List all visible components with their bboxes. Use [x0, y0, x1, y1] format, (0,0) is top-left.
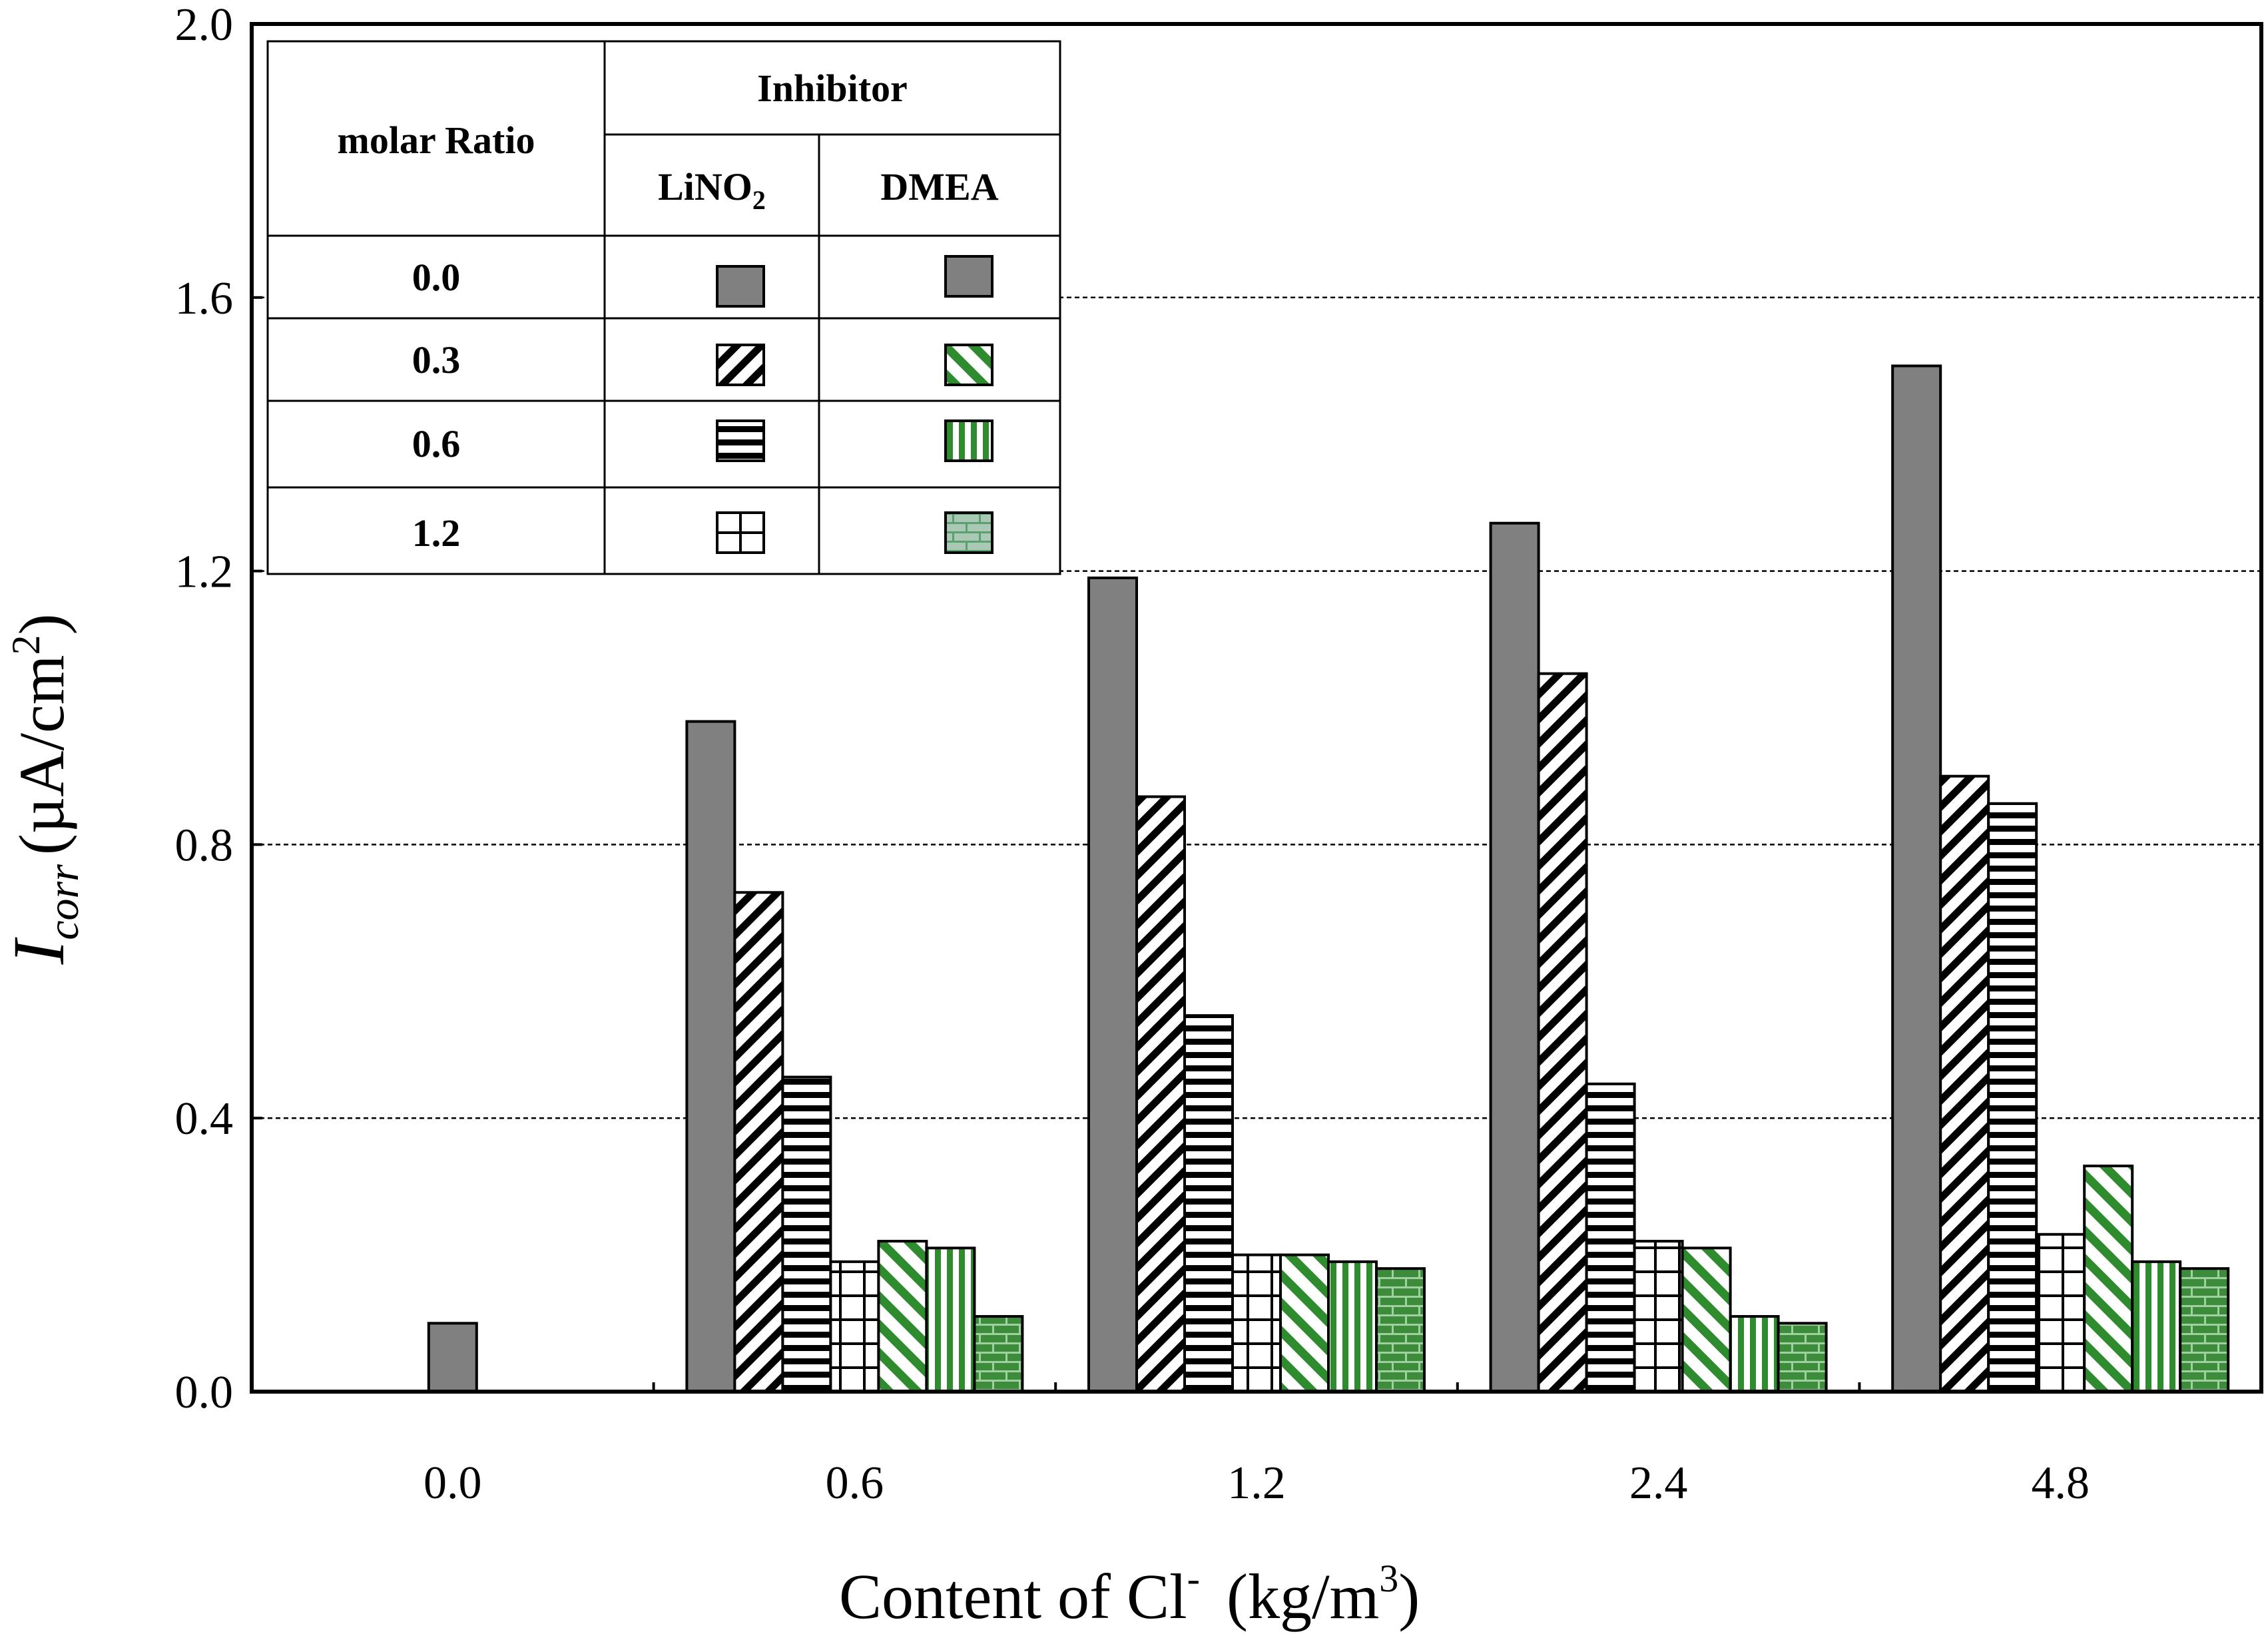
x-tick-label: 1.2	[1227, 1458, 1286, 1509]
bar	[1891, 364, 1942, 1393]
legend-swatch-brick-green	[944, 511, 993, 554]
y-tick-label: 2.0	[175, 0, 234, 51]
axes	[250, 22, 2263, 1394]
bar	[1231, 1253, 1282, 1393]
bar	[733, 891, 784, 1394]
bar	[1729, 1315, 1780, 1394]
bar	[1777, 1322, 1828, 1394]
y-tick-label: 0.4	[175, 1093, 234, 1145]
bar	[1375, 1267, 1426, 1394]
legend-swatch-grid-black	[716, 511, 765, 554]
legend-swatch-diag-black	[716, 344, 765, 386]
bar	[1183, 1014, 1234, 1393]
bar	[1939, 774, 1990, 1393]
y-tick-label: 0.8	[175, 820, 234, 871]
y-ticks: 0.0 0.4 0.8 1.2 1.6 2.0	[175, 0, 262, 1418]
x-tick-label: 4.8	[2031, 1458, 2090, 1509]
bar	[1279, 1253, 1330, 1393]
bar	[1135, 795, 1186, 1393]
legend-row-label: 0.0	[412, 256, 461, 299]
legend-table: molar Ratio Inhibitor LiNO2 DMEA 0.0 0.3…	[266, 40, 1061, 575]
x-tick-label: 2.4	[1629, 1458, 1688, 1509]
x-ticks: 0.0 0.6 1.2 2.4 4.8	[424, 1458, 2090, 1509]
bar	[2035, 1232, 2086, 1394]
bar	[1681, 1246, 1732, 1393]
legend-col-linoo2: LiNO2	[658, 165, 766, 215]
legend-header-inhibitor: Inhibitor	[757, 67, 908, 110]
bar	[1987, 802, 2038, 1393]
bars	[427, 364, 2230, 1394]
legend-header-ratio: molar Ratio	[338, 119, 535, 162]
bar	[1537, 672, 1588, 1393]
x-tick-label: 0.0	[424, 1458, 482, 1509]
legend-row-label: 0.6	[412, 422, 461, 465]
bar	[2083, 1165, 2134, 1393]
legend-swatch-horiz-black	[716, 419, 765, 462]
bar	[1633, 1240, 1684, 1394]
plot-frame	[250, 22, 2263, 1394]
bar	[2131, 1260, 2182, 1393]
y-axis-title: Icorr(µA/cm2)	[0, 614, 88, 965]
bar	[829, 1260, 880, 1393]
bar	[1327, 1260, 1378, 1393]
legend-swatch-solid	[944, 255, 993, 298]
bar	[685, 720, 736, 1394]
legend-swatch-diag-green	[944, 344, 993, 386]
bar	[427, 1322, 478, 1394]
legend-row-label: 0.3	[412, 338, 461, 382]
bar	[925, 1246, 976, 1393]
bar	[1585, 1082, 1636, 1393]
legend-swatch-vert-green	[944, 419, 993, 462]
bar	[2179, 1267, 2230, 1394]
legend-col-dmea: DMEA	[880, 165, 998, 208]
x-tick-label: 0.6	[826, 1458, 884, 1509]
y-tick-label: 0.0	[175, 1367, 234, 1418]
bar	[1489, 521, 1540, 1394]
x-axis-title: Content of Cl- (kg/m3)	[839, 1557, 1420, 1632]
bar	[781, 1075, 832, 1393]
bar	[973, 1315, 1024, 1394]
bar	[1087, 576, 1138, 1393]
y-tick-label: 1.2	[175, 547, 234, 598]
legend-row-label: 1.2	[412, 511, 461, 555]
y-tick-label: 1.6	[175, 273, 234, 324]
bar	[877, 1240, 928, 1394]
legend-swatch-solid	[716, 265, 765, 308]
